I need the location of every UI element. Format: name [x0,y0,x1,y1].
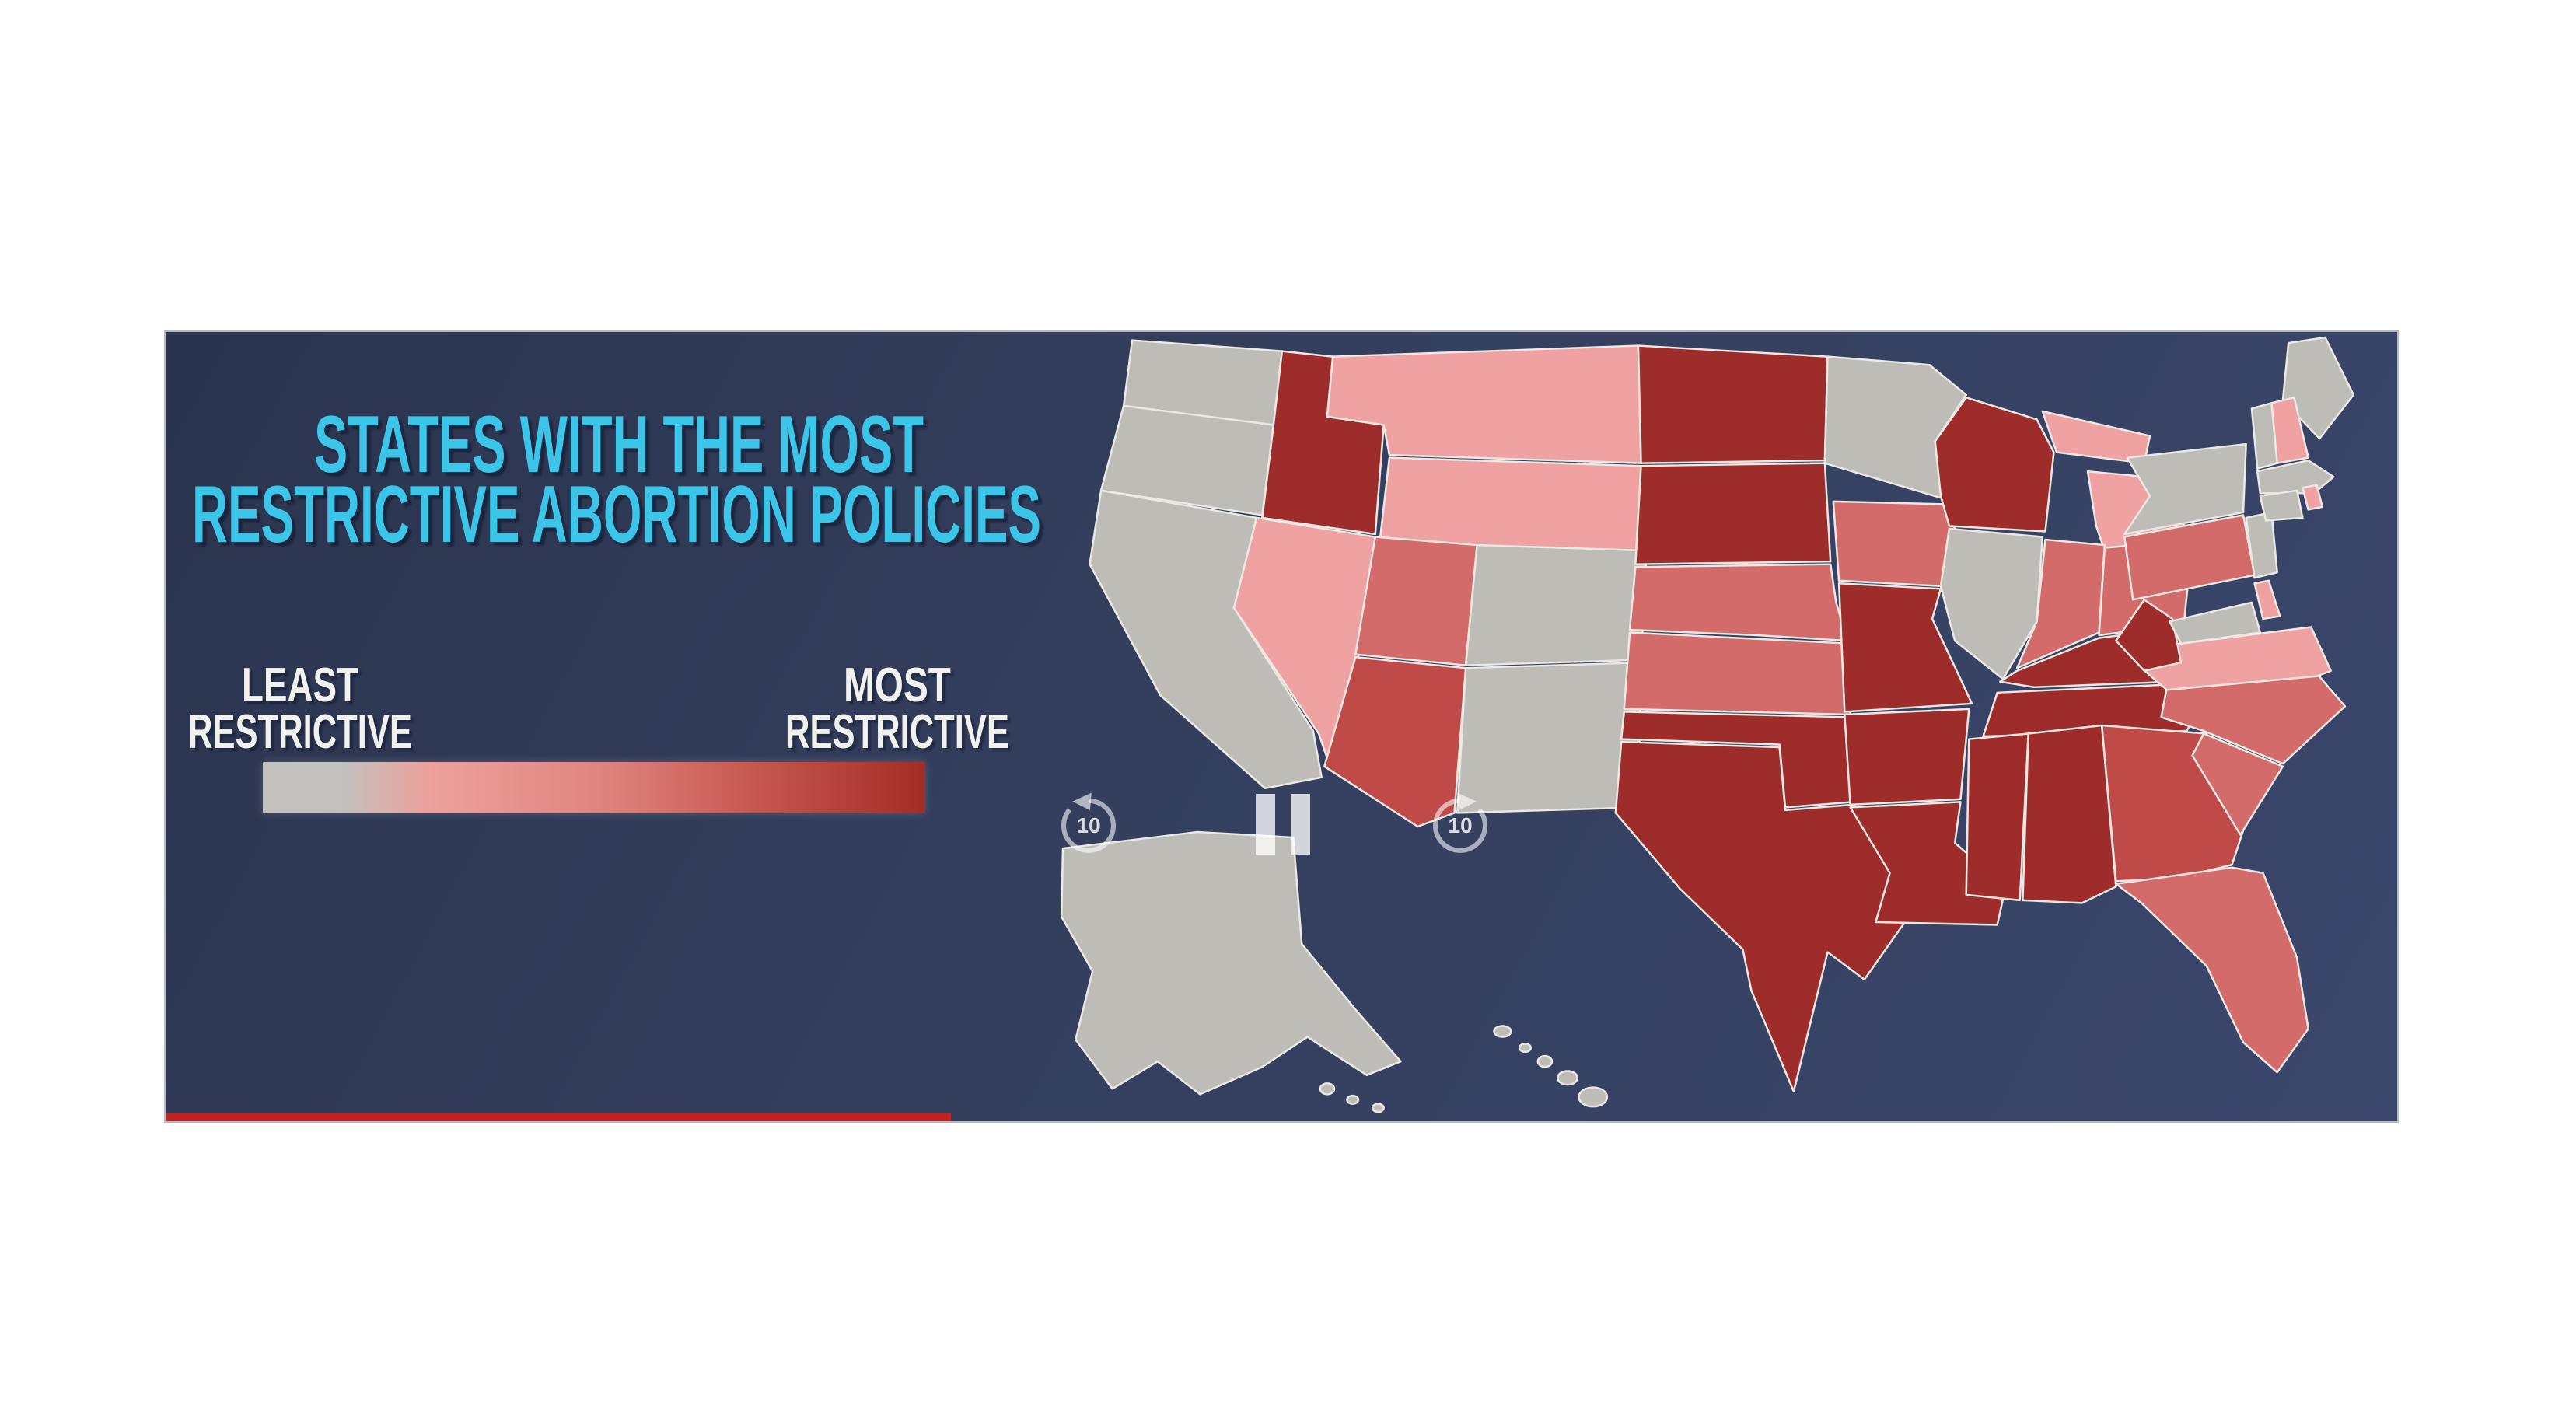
title-line-2: RESTRICTIVE ABORTION POLICIES [192,470,1041,550]
legend-most-line-2: RESTRICTIVE [785,705,1009,759]
legend-labels: LEAST RESTRICTIVE MOST RESTRICTIVE [188,659,1009,759]
state-ri [2302,484,2324,511]
state-md [2169,601,2262,645]
legend-least-line-2: RESTRICTIVE [188,705,412,759]
state-co [1464,543,1648,666]
legend-most-line-1: MOST [844,659,951,712]
state-sc [2191,732,2284,836]
state-nj [2245,511,2278,579]
state-ct [2259,489,2304,522]
state-ne [1628,563,1849,642]
state-nd [1637,344,1829,464]
state-ms [1965,732,2029,902]
state-ar [1844,708,1970,806]
state-wv [2115,599,2183,672]
pause-icon [1256,794,1275,855]
state-in [2015,538,2106,669]
state-fl [2115,866,2309,1074]
state-ut [1354,536,1478,666]
legend-gradient-bar [263,762,925,813]
rewind-10-label: 10 [1076,813,1100,837]
forward-10-label: 10 [1448,813,1472,837]
forward-10-button[interactable]: 10 [1424,787,1497,864]
us-choropleth-map [1060,336,2355,1113]
state-ak [1060,830,1402,1113]
pause-icon [1291,794,1310,855]
state-sd [1634,462,1832,565]
state-ny [2123,442,2247,536]
legend-least-line-1: LEAST [242,659,358,712]
state-me [2281,336,2355,440]
state-ia [1832,500,1959,588]
video-frame[interactable]: STATES WITH THE MOST RESTRICTIVE ABORTIO… [164,330,2399,1123]
state-tx [1614,740,1920,1093]
state-ks [1623,631,1851,716]
state-al [2022,724,2117,904]
state-hi [1493,1025,1609,1108]
rewind-10-button[interactable]: 10 [1052,787,1125,864]
state-de [2253,579,2281,620]
title-line-1: STATES WITH THE MOST [314,400,924,490]
pause-button[interactable] [1256,794,1310,855]
state-wi [1934,397,2055,533]
state-vt [2250,402,2278,470]
infographic-title: STATES WITH THE MOST RESTRICTIVE ABORTIO… [192,400,1041,550]
video-progress-bar[interactable] [166,1113,952,1121]
